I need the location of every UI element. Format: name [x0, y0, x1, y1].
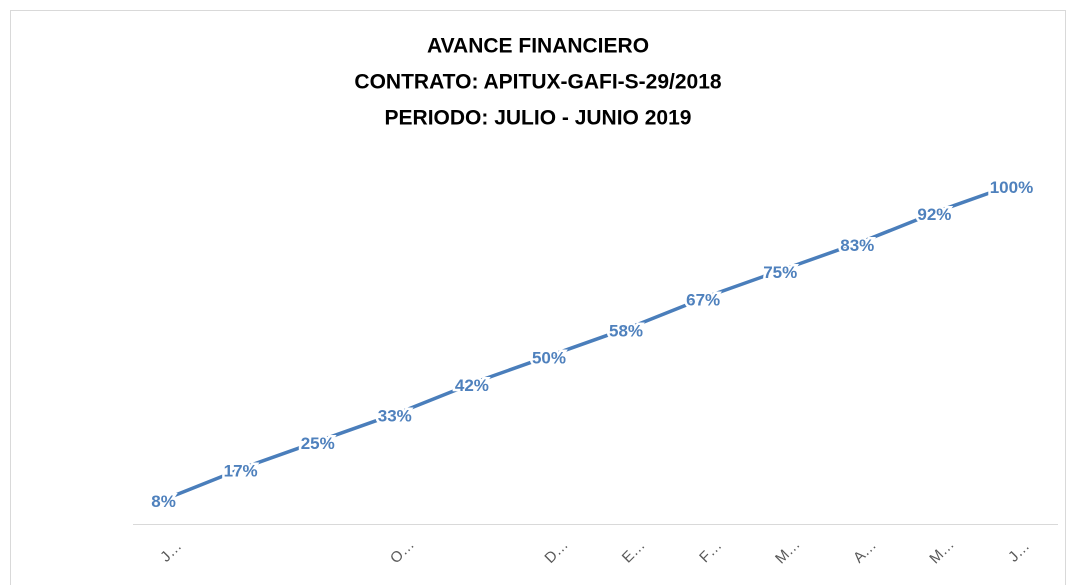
- chart-title: AVANCE FINANCIERO: [427, 35, 649, 58]
- chart-subtitle: PERIODO: JULIO - JUNIO 2019: [385, 107, 692, 130]
- data-label: 83%: [840, 236, 874, 255]
- chart-subtitle: CONTRATO: APITUX-GAFI-S-29/2018: [354, 71, 721, 94]
- data-label: 33%: [378, 407, 412, 426]
- data-label: 100%: [990, 178, 1033, 197]
- data-label: 8%: [151, 492, 176, 511]
- data-label: 58%: [609, 321, 643, 340]
- data-label: 42%: [455, 376, 489, 395]
- data-label: 92%: [917, 205, 951, 224]
- data-label: 17%: [224, 461, 258, 480]
- data-label: 67%: [686, 291, 720, 310]
- data-label: 75%: [763, 263, 797, 282]
- line: [169, 180, 1022, 499]
- data-label: 25%: [301, 434, 335, 453]
- data-label: 50%: [532, 349, 566, 368]
